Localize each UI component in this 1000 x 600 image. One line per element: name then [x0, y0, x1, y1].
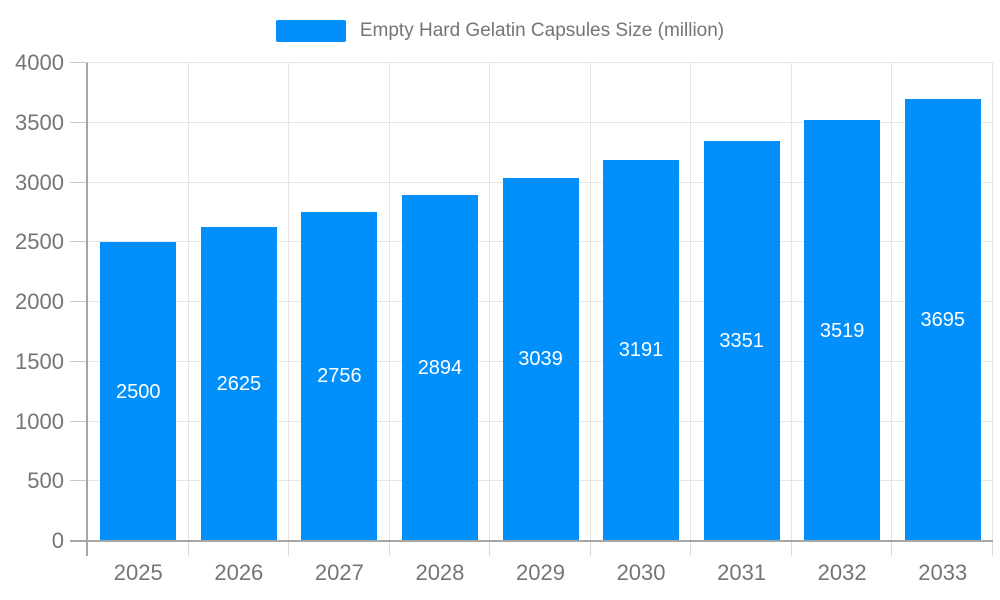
y-tick-label: 500 [27, 468, 64, 494]
x-tick-label: 2027 [314, 560, 364, 585]
x-axis-tick [388, 541, 390, 556]
x-axis-tick [288, 541, 290, 556]
bar[interactable] [502, 177, 579, 540]
x-gridline [589, 63, 591, 541]
chart-legend[interactable]: Empty Hard Gelatin Capsules Size (millio… [0, 20, 1000, 42]
legend-swatch-icon [275, 20, 346, 42]
y-tick-label: 3000 [15, 169, 64, 195]
x-axis-tick [992, 541, 993, 556]
y-axis-tick [70, 301, 88, 302]
x-gridline [388, 63, 390, 541]
x-axis-line [70, 540, 993, 542]
bar[interactable] [804, 120, 881, 540]
x-axis-tick [589, 541, 591, 556]
x-axis-tick [891, 541, 893, 556]
x-gridline [288, 63, 290, 541]
y-tick-label: 2000 [15, 289, 64, 314]
x-tick-label: 2028 [415, 560, 465, 585]
x-gridline [187, 63, 189, 541]
x-gridline [891, 63, 893, 541]
y-tick-label: 2500 [15, 229, 64, 255]
bar[interactable] [603, 159, 680, 540]
y-axis-line [86, 63, 88, 556]
x-tick-label: 2031 [717, 560, 767, 585]
x-tick-label: 2030 [616, 560, 666, 585]
legend-label: Empty Hard Gelatin Capsules Size (millio… [359, 20, 725, 41]
y-axis-tick [70, 241, 88, 243]
bar[interactable] [200, 227, 277, 540]
bar-value-label: 3191 [618, 339, 664, 362]
y-axis-tick [70, 360, 88, 362]
y-axis-tick [70, 420, 88, 422]
x-gridline [992, 63, 993, 541]
x-gridline [489, 63, 491, 541]
y-gridline [88, 121, 993, 123]
bar-value-label: 2756 [317, 365, 362, 388]
bar-value-label: 2625 [216, 373, 262, 396]
bar-value-label: 2500 [116, 380, 161, 403]
bar[interactable] [100, 242, 177, 540]
bar-value-label: 3351 [719, 329, 764, 352]
y-axis-tick [70, 121, 88, 123]
x-axis-tick [489, 541, 491, 556]
bar[interactable] [401, 195, 478, 540]
x-axis-tick [690, 541, 692, 556]
x-axis-tick [187, 541, 189, 556]
x-tick-label: 2029 [516, 560, 565, 585]
bar[interactable] [703, 140, 780, 540]
bar-value-label: 3519 [819, 319, 865, 342]
y-axis-tick [70, 181, 88, 183]
x-gridline [790, 63, 792, 541]
bar[interactable] [904, 99, 981, 540]
x-tick-label: 2032 [817, 560, 867, 585]
y-axis-tick [70, 480, 88, 482]
y-tick-label: 1500 [15, 348, 64, 374]
y-tick-label: 3500 [15, 109, 64, 135]
y-axis-tick [70, 62, 88, 63]
x-gridline [690, 63, 692, 541]
bar-value-label: 3039 [518, 348, 563, 371]
bar[interactable] [301, 211, 378, 540]
y-tick-label: 1000 [15, 408, 64, 434]
y-tick-label: 4000 [15, 50, 64, 75]
bar-value-label: 2894 [417, 357, 463, 380]
x-tick-label: 2025 [113, 560, 163, 585]
x-tick-label: 2026 [214, 560, 264, 585]
bar-value-label: 3695 [920, 309, 965, 332]
y-gridline [88, 62, 993, 63]
x-axis-tick [790, 541, 792, 556]
y-tick-label: 0 [51, 528, 64, 553]
x-tick-label: 2033 [918, 560, 968, 585]
